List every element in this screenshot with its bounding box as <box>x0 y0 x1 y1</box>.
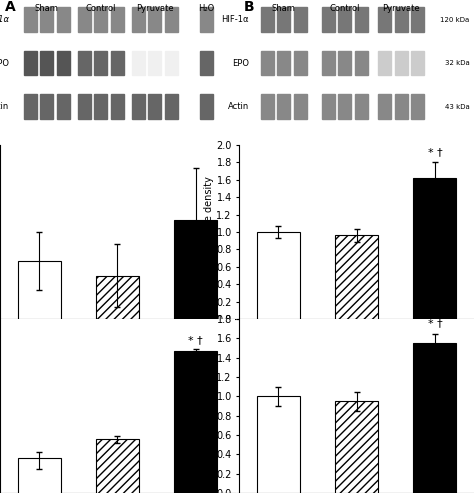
Bar <box>18 261 61 319</box>
Bar <box>78 94 91 119</box>
Text: Control: Control <box>330 4 360 13</box>
Bar <box>378 51 391 75</box>
Bar <box>257 232 300 319</box>
Bar <box>78 7 91 32</box>
Bar <box>395 94 408 119</box>
Bar <box>94 94 107 119</box>
Text: HIF-1α: HIF-1α <box>221 15 249 24</box>
Text: HIF-1α: HIF-1α <box>0 15 9 24</box>
Text: Sham: Sham <box>272 4 296 13</box>
Bar <box>24 51 37 75</box>
Bar <box>111 94 124 119</box>
Bar <box>257 396 300 493</box>
Bar <box>165 7 178 32</box>
Bar <box>148 7 161 32</box>
Bar <box>148 51 161 75</box>
Bar <box>294 7 307 32</box>
Bar <box>148 94 161 119</box>
Bar <box>277 94 291 119</box>
Bar <box>57 7 70 32</box>
Text: Actin: Actin <box>0 102 9 111</box>
Bar <box>294 51 307 75</box>
Bar <box>40 94 54 119</box>
Y-axis label: EPO Relative Density: EPO Relative Density <box>203 354 214 458</box>
Bar <box>165 51 178 75</box>
Y-axis label: HIF-1α relative density: HIF-1α relative density <box>203 176 214 287</box>
Text: H₂O: H₂O <box>199 4 215 13</box>
Bar <box>395 51 408 75</box>
Bar <box>261 94 274 119</box>
Bar <box>132 7 145 32</box>
Text: Control: Control <box>86 4 116 13</box>
Text: Pyruvate: Pyruvate <box>383 4 420 13</box>
Bar <box>395 7 408 32</box>
Bar <box>338 7 351 32</box>
Bar <box>96 276 139 319</box>
Bar <box>277 7 291 32</box>
Bar <box>322 51 335 75</box>
Bar <box>322 94 335 119</box>
Bar <box>355 7 368 32</box>
Bar <box>294 94 307 119</box>
Bar <box>111 51 124 75</box>
Text: A: A <box>5 0 16 14</box>
Bar <box>338 51 351 75</box>
Bar <box>94 7 107 32</box>
Bar <box>200 51 213 75</box>
Bar <box>57 94 70 119</box>
Bar <box>378 7 391 32</box>
Text: Pyruvate: Pyruvate <box>136 4 173 13</box>
Bar <box>411 94 424 119</box>
Bar <box>57 51 70 75</box>
Text: * †: * † <box>428 147 442 157</box>
Bar <box>174 220 217 319</box>
Bar <box>411 51 424 75</box>
Text: B: B <box>244 0 255 14</box>
Bar <box>165 94 178 119</box>
Bar <box>335 236 378 319</box>
Bar <box>200 7 213 32</box>
Bar <box>174 351 217 493</box>
Bar <box>338 94 351 119</box>
Bar <box>94 51 107 75</box>
Text: Sham: Sham <box>35 4 59 13</box>
Bar <box>411 7 424 32</box>
Bar <box>78 51 91 75</box>
Bar <box>40 51 54 75</box>
Bar <box>40 7 54 32</box>
Bar <box>200 94 213 119</box>
Bar <box>413 178 456 319</box>
Text: EPO: EPO <box>232 59 249 68</box>
Text: 120 kDa: 120 kDa <box>440 17 469 23</box>
Text: EPO: EPO <box>0 59 9 68</box>
Bar <box>18 458 61 493</box>
Bar <box>24 7 37 32</box>
Bar <box>335 401 378 493</box>
Text: 43 kDa: 43 kDa <box>445 104 469 109</box>
Text: 32 kDa: 32 kDa <box>445 60 469 66</box>
Bar <box>96 439 139 493</box>
Bar <box>355 51 368 75</box>
Bar <box>132 94 145 119</box>
Bar <box>261 7 274 32</box>
Text: * †: * † <box>428 318 442 328</box>
Bar <box>378 94 391 119</box>
Bar <box>413 343 456 493</box>
Bar <box>322 7 335 32</box>
Bar <box>132 51 145 75</box>
Text: * †: * † <box>188 335 203 345</box>
Bar <box>24 94 37 119</box>
Text: Actin: Actin <box>228 102 249 111</box>
Bar <box>355 94 368 119</box>
Bar <box>261 51 274 75</box>
Bar <box>277 51 291 75</box>
Bar <box>111 7 124 32</box>
